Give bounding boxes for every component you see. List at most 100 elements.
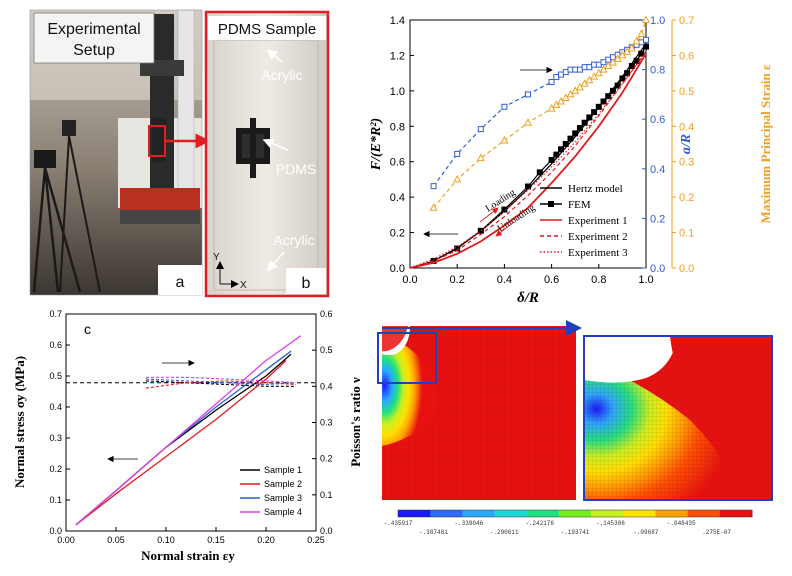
fem-legend-frame bbox=[397, 509, 753, 518]
tr-triangle-marker bbox=[552, 100, 561, 109]
tr-square-marker bbox=[614, 82, 621, 89]
tr-square-marker bbox=[454, 150, 461, 157]
tr-triangle-marker bbox=[566, 89, 575, 98]
bl-bottom-tick-label: 0.05 bbox=[107, 535, 125, 545]
bl-left-tick-label: 0.6 bbox=[49, 340, 62, 350]
bl-poisson-line bbox=[146, 376, 297, 384]
setup-title-line1: Experimental bbox=[47, 21, 140, 38]
fem-legend-value: -.048435 bbox=[667, 520, 696, 527]
bl-poisson-line bbox=[145, 378, 297, 386]
panel-a-letter: a bbox=[176, 274, 185, 291]
tr-legend-marker bbox=[548, 201, 554, 207]
panel-a-photo: Experimental Setup a bbox=[29, 9, 211, 296]
fem-legend-value: -.09687 bbox=[633, 529, 659, 536]
chart-bl-ylabel-right: Poisson's ratio ν bbox=[348, 377, 363, 467]
tr-square-marker bbox=[643, 36, 649, 43]
tr-square-marker bbox=[600, 98, 607, 105]
chart-tr-legend: Hertz model FEM Experiment 1 Experiment 2 Ex… bbox=[540, 183, 628, 259]
tr-legend-label: FEM bbox=[568, 199, 591, 211]
tr-triangle-marker bbox=[523, 118, 533, 126]
tr-triangle-marker bbox=[575, 82, 584, 91]
fem-legend-swatch bbox=[687, 510, 721, 517]
tr-square-marker bbox=[501, 103, 508, 110]
tr-triangle-marker bbox=[627, 43, 636, 52]
tr-triangle-marker bbox=[623, 47, 632, 55]
tr-triangle-marker bbox=[632, 36, 641, 45]
fem-color-legend: -.435917 -.339046 -.242176 -.145306 -.048435… bbox=[384, 509, 753, 536]
chart-tr-frame bbox=[409, 19, 647, 269]
pdms-title-box bbox=[208, 16, 326, 40]
tr-square-marker bbox=[562, 141, 569, 147]
fem-legend-value: -.339046 bbox=[454, 520, 483, 527]
panel-c-letter: c bbox=[84, 321, 91, 337]
setup-label-box bbox=[33, 12, 155, 64]
chart-bl-right-ticks: 0.0 0.1 0.2 0.3 0.4 0.5 0.6 bbox=[312, 309, 333, 536]
tr-triangle-marker bbox=[590, 72, 599, 80]
tr-square-marker bbox=[548, 156, 555, 163]
chart-tr-a-ticks: 0.0 0.2 0.4 0.6 0.8 1.0 bbox=[642, 15, 665, 275]
tr-triangle-marker bbox=[547, 104, 556, 112]
fem-legend-swatch bbox=[430, 510, 463, 517]
unloading-arrow bbox=[495, 221, 515, 237]
tr-triangle-marker bbox=[641, 15, 651, 23]
chart-tr-left-ticks: 0.0 0.2 0.4 0.6 0.8 1.0 1.2 1.4 bbox=[390, 15, 414, 275]
pdms-frame bbox=[204, 10, 330, 298]
fem-detail-indenter-gap bbox=[584, 336, 678, 383]
fem-legend-value: -.193741 bbox=[561, 529, 590, 536]
tr-triangle-marker bbox=[594, 68, 603, 77]
tr-square-marker bbox=[477, 227, 484, 234]
tr-square-marker bbox=[595, 103, 602, 110]
chart-bl-xlabel: Normal strain εy bbox=[141, 548, 235, 563]
machine-side-panel bbox=[177, 9, 195, 216]
tr-bottom-tick-label: 0.6 bbox=[544, 274, 559, 286]
camera-2 bbox=[62, 120, 76, 136]
bl-right-tick-label: 0.5 bbox=[320, 345, 333, 355]
bl-right-tick-label: 0.1 bbox=[320, 490, 333, 500]
tr-triangle-marker bbox=[599, 65, 608, 73]
bl-legend-label: Sample 2 bbox=[264, 479, 302, 489]
tr-triangle-marker bbox=[500, 135, 509, 144]
fem-legend-value: .275E-07 bbox=[702, 529, 731, 536]
chart-tension: 0.0 0.1 0.2 0.3 0.4 0.5 0.6 0.7 0.00 0.05 0.10 0.1… bbox=[12, 309, 363, 563]
tr-square-marker bbox=[605, 93, 612, 100]
tr-square-marker bbox=[581, 119, 588, 126]
tr-square-marker bbox=[536, 169, 543, 176]
tr-series-line bbox=[409, 53, 647, 269]
chart-bl-ylabel-left: Normal stress σy (MPa) bbox=[12, 356, 27, 488]
chart-tr-bottom-ticks: 0.0 0.2 0.4 0.6 0.8 1.0 bbox=[402, 264, 654, 286]
panel-b-letter-box bbox=[286, 268, 326, 294]
tr-square-marker bbox=[430, 183, 437, 190]
tr-strain-tick-label: 0.3 bbox=[679, 157, 694, 169]
tr-square-marker bbox=[609, 87, 616, 94]
chart-tr-strain-ticks: 0.0 0.1 0.2 0.3 0.4 0.5 0.6 0.7 bbox=[672, 15, 694, 275]
bl-right-tick-label: 0.3 bbox=[320, 418, 333, 428]
tr-left-tick-label: 1.4 bbox=[390, 15, 405, 27]
bl-right-tick-label: 0.0 bbox=[320, 526, 333, 536]
tr-a-tick-label: 0.4 bbox=[650, 164, 665, 176]
tr-strain-tick-label: 0.6 bbox=[679, 50, 694, 62]
chart-bl-bottom-ticks: 0.00 0.05 0.10 0.15 0.20 0.25 bbox=[57, 527, 325, 545]
tr-left-tick-label: 1.2 bbox=[390, 50, 405, 62]
tr-square-marker bbox=[619, 75, 626, 82]
loading-arrow bbox=[479, 207, 499, 223]
chart-tr-ylabel-strain: Maximum Principal Strain ε bbox=[758, 64, 773, 223]
bl-left-tick-label: 0.3 bbox=[49, 433, 62, 443]
tr-bottom-tick-label: 0.2 bbox=[450, 274, 465, 286]
chart-tr-xlabel: δ/R bbox=[517, 290, 539, 306]
tr-triangle-marker bbox=[571, 86, 580, 94]
chart-indentation: 0.0 0.2 0.4 0.6 0.8 1.0 1.2 1.4 0.0 0.2 0.4 0.6 0.8… bbox=[369, 15, 773, 306]
chart-tr-ylabel-left: F/(E*R²) bbox=[369, 118, 384, 171]
tr-triangle-marker bbox=[613, 54, 622, 62]
tr-triangle-marker bbox=[637, 29, 646, 38]
chart-bl-legend: Sample 1 Sample 2 Sample 3 Sample 4 bbox=[240, 465, 302, 517]
acrylic-bottom-label: Acrylic bbox=[273, 232, 314, 248]
bl-stress-line bbox=[75, 360, 287, 526]
tr-square-marker bbox=[501, 206, 508, 213]
tr-left-tick-label: 0.8 bbox=[390, 121, 405, 133]
fem-legend-value: -.242176 bbox=[525, 520, 554, 527]
bl-legend-label: Sample 1 bbox=[264, 465, 302, 475]
fem-detail-frame bbox=[583, 335, 773, 501]
fem-legend-swatch bbox=[719, 510, 753, 517]
tr-a-tick-label: 0.6 bbox=[650, 114, 665, 126]
bl-left-tick-label: 0.4 bbox=[49, 402, 62, 412]
